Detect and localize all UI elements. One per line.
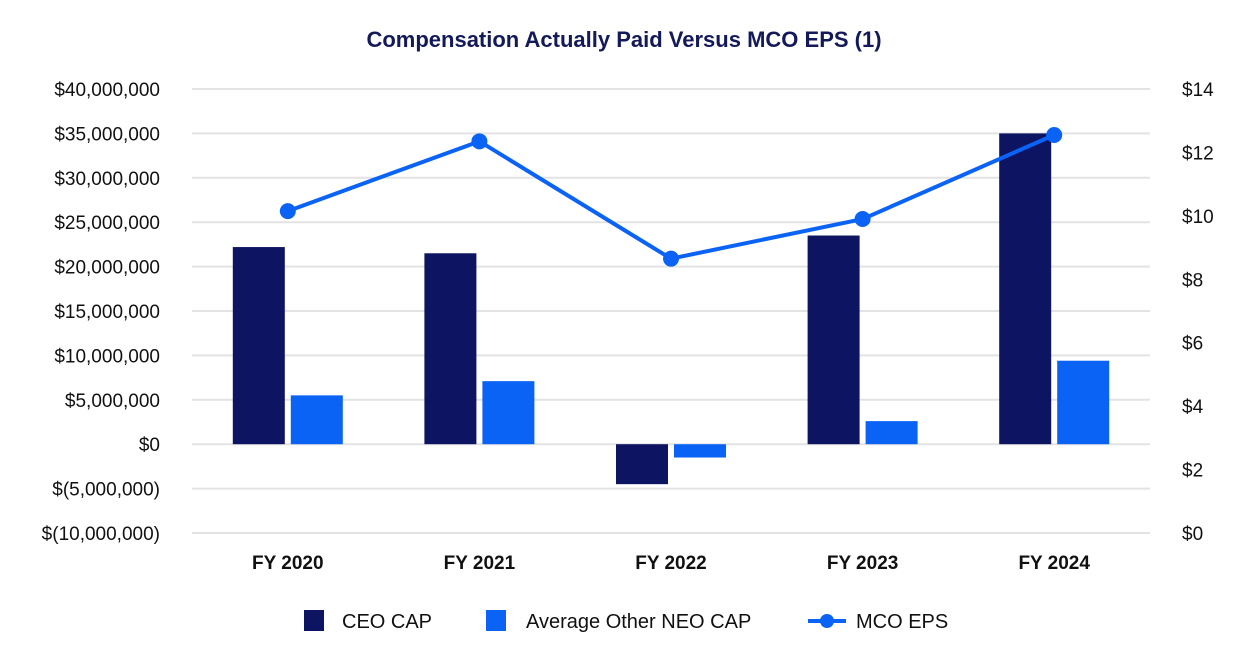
eps-line xyxy=(279,126,1063,267)
point-mco-eps-fy-2024 xyxy=(1046,126,1063,143)
point-mco-eps-fy-2021 xyxy=(471,133,488,150)
bar-ceo-cap-fy-2020 xyxy=(232,247,285,445)
bar-average-other-neo-cap-fy-2020 xyxy=(290,395,343,445)
right-tick-label: $6 xyxy=(1182,334,1203,355)
left-tick-label: $0 xyxy=(139,435,160,456)
point-mco-eps-fy-2023 xyxy=(854,211,871,228)
bar-ceo-cap-fy-2024 xyxy=(999,133,1052,445)
category-label: FY 2020 xyxy=(252,553,323,574)
point-mco-eps-fy-2022 xyxy=(663,250,679,267)
point-mco-eps-fy-2020 xyxy=(279,203,296,220)
legend-swatch-eps-marker xyxy=(820,614,834,628)
bar-ceo-cap-fy-2022 xyxy=(616,444,668,485)
legend-label-eps: MCO EPS xyxy=(856,611,948,633)
legend-label-ceo-cap: CEO CAP xyxy=(342,611,432,633)
left-tick-label: $40,000,000 xyxy=(54,80,160,101)
legend-swatch-neo-cap xyxy=(486,610,506,631)
legend-swatch-ceo-cap xyxy=(304,610,324,631)
legend-label-neo-cap: Average Other NEO CAP xyxy=(526,611,751,633)
right-axis: $14 $12 $10 $8 $6 $4 $2 $0 xyxy=(1182,80,1214,545)
bar-average-other-neo-cap-fy-2024 xyxy=(1057,360,1110,445)
right-tick-label: $10 xyxy=(1182,207,1214,228)
bar-ceo-cap-fy-2023 xyxy=(807,235,860,445)
right-tick-label: $2 xyxy=(1182,461,1203,482)
right-tick-label: $0 xyxy=(1182,524,1203,545)
right-tick-label: $12 xyxy=(1182,143,1214,164)
chart-title: Compensation Actually Paid Versus MCO EP… xyxy=(366,27,881,52)
category-label: FY 2021 xyxy=(444,553,516,574)
category-label: FY 2024 xyxy=(1018,553,1090,574)
left-tick-label: $30,000,000 xyxy=(54,169,160,190)
left-tick-label: $10,000,000 xyxy=(54,346,160,367)
line-mco-eps xyxy=(287,133,1056,261)
left-tick-label: $(10,000,000) xyxy=(42,524,160,545)
left-tick-label: $35,000,000 xyxy=(54,124,160,145)
category-label: FY 2023 xyxy=(827,553,898,574)
left-tick-label: $(5,000,000) xyxy=(52,480,160,501)
bar-average-other-neo-cap-fy-2021 xyxy=(482,381,535,445)
bar-average-other-neo-cap-fy-2022 xyxy=(674,444,726,458)
category-labels: FY 2020 FY 2021 FY 2022 FY 2023 FY 2024 xyxy=(252,553,1090,574)
left-tick-label: $25,000,000 xyxy=(54,213,160,234)
bar-average-other-neo-cap-fy-2023 xyxy=(865,421,918,445)
left-tick-label: $5,000,000 xyxy=(65,391,160,412)
bars xyxy=(232,133,1110,485)
right-tick-label: $4 xyxy=(1182,397,1204,418)
right-tick-label: $14 xyxy=(1182,80,1214,101)
category-label: FY 2022 xyxy=(635,553,706,574)
bar-ceo-cap-fy-2021 xyxy=(424,253,477,445)
legend: CEO CAP Average Other NEO CAP MCO EPS xyxy=(304,610,948,633)
right-tick-label: $8 xyxy=(1182,270,1203,291)
left-tick-label: $15,000,000 xyxy=(54,302,160,323)
left-axis: $40,000,000 $35,000,000 $30,000,000 $25,000… xyxy=(42,80,160,545)
left-tick-label: $20,000,000 xyxy=(54,258,160,279)
